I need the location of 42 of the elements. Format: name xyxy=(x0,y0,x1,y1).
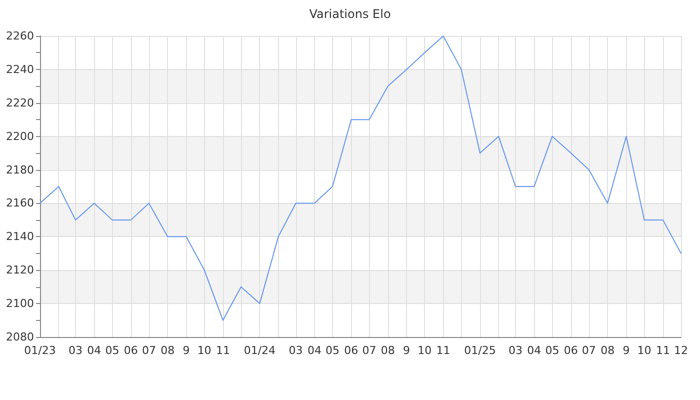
x-tick-label: 05 xyxy=(545,344,560,357)
x-tick-label: 06 xyxy=(564,344,578,357)
y-tick-label: 2180 xyxy=(6,163,34,176)
y-tick-label: 2080 xyxy=(6,330,34,344)
x-tick-label: 08 xyxy=(160,344,175,357)
x-tick-label: 06 xyxy=(344,344,358,357)
x-tick-label: 10 xyxy=(197,344,212,357)
x-tick-label: 10 xyxy=(418,344,432,357)
x-tick-label: 11 xyxy=(216,344,230,357)
y-tick-label: 2260 xyxy=(6,30,34,42)
y-tick-label: 2100 xyxy=(6,297,34,310)
x-tick-label: 08 xyxy=(600,344,615,357)
x-tick-label: 9 xyxy=(622,344,630,357)
y-tick-label: 2140 xyxy=(6,230,34,244)
x-tick-label: 01/24 xyxy=(244,344,276,357)
x-tick-label: 11 xyxy=(436,344,450,357)
x-tick-label: 05 xyxy=(326,344,340,357)
x-tick-label: 07 xyxy=(582,344,596,357)
x-tick-label: 05 xyxy=(105,344,120,357)
chart-title: Variations Elo xyxy=(309,7,391,21)
x-tick-label: 9 xyxy=(182,344,190,357)
x-tick-label: 03 xyxy=(288,344,303,357)
y-tick-label: 2200 xyxy=(6,130,34,143)
x-tick-label: 06 xyxy=(124,344,138,357)
x-tick-label: 03 xyxy=(508,344,522,357)
x-tick-label: 04 xyxy=(307,344,322,357)
x-tick-label: 04 xyxy=(87,344,102,357)
y-tick-label: 2220 xyxy=(6,96,34,110)
x-tick-label: 08 xyxy=(380,344,395,357)
x-tick-label: 11 xyxy=(656,344,670,357)
x-tick-label: 12 xyxy=(674,344,688,357)
x-tick-label: 01/23 xyxy=(24,344,56,357)
x-tick-label: 07 xyxy=(362,344,376,357)
x-tick-label: 01/25 xyxy=(464,344,496,357)
x-tick-label: 9 xyxy=(403,344,410,357)
x-tick-label: 03 xyxy=(68,344,83,357)
y-tick-label: 2240 xyxy=(6,62,34,76)
y-tick-label: 2160 xyxy=(6,196,34,210)
x-tick-label: 04 xyxy=(527,344,542,357)
x-tick-label: 07 xyxy=(142,344,156,357)
y-tick-label: 2120 xyxy=(6,264,34,277)
x-tick-label: 10 xyxy=(637,344,652,357)
